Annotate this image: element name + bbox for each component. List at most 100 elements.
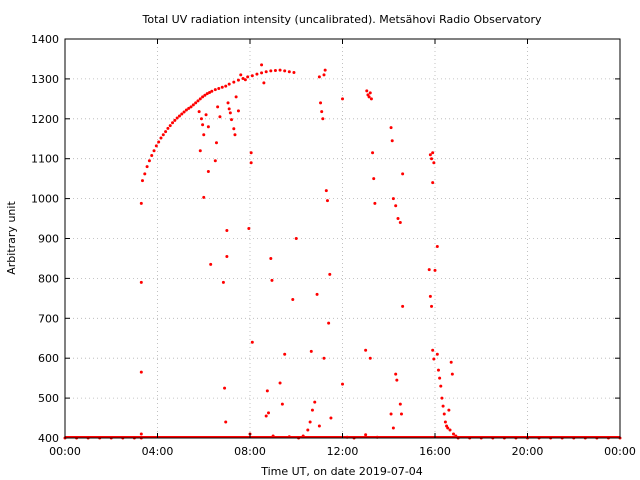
data-point [262, 81, 266, 85]
data-point [428, 294, 432, 298]
data-point [324, 189, 328, 193]
y-tick-label: 1200 [31, 113, 59, 126]
data-point [394, 204, 398, 208]
data-point [223, 386, 227, 390]
data-point [239, 73, 243, 77]
data-point [230, 118, 233, 122]
data-point [218, 115, 222, 119]
data-point [454, 434, 458, 438]
data-point [270, 278, 274, 282]
data-point [224, 420, 228, 424]
data-point [389, 126, 393, 130]
data-point [250, 74, 254, 78]
data-point [436, 368, 440, 372]
data-point [315, 292, 319, 296]
data-point [154, 144, 158, 148]
data-point [255, 72, 259, 76]
data-point [187, 106, 191, 110]
data-point [433, 268, 437, 272]
data-point [161, 133, 165, 137]
data-point [301, 434, 305, 438]
data-point [294, 237, 298, 240]
data-point [329, 416, 333, 420]
y-tick-labels: 400 500 600 700 800 900 1000 1100 1200 1300 1400 [31, 33, 59, 445]
data-point [323, 68, 327, 72]
x-tick-label: 16:00 [419, 445, 451, 458]
data-point [320, 110, 324, 114]
data-point [249, 151, 253, 155]
data-point [401, 172, 405, 176]
data-point [292, 71, 296, 75]
y-tick-label: 1400 [31, 33, 59, 46]
data-point [227, 82, 231, 86]
data-point [152, 149, 156, 153]
data-point [143, 172, 147, 176]
data-point [260, 71, 264, 75]
data-point [232, 127, 236, 131]
data-point [367, 95, 371, 99]
data-point [450, 372, 454, 376]
data-point [322, 73, 326, 77]
data-point [147, 159, 151, 163]
y-tick-label: 800 [38, 272, 59, 285]
y-tick-label: 600 [38, 352, 59, 365]
data-point [150, 154, 154, 158]
data-point [365, 89, 369, 93]
x-tick-labels: 00:00 04:00 08:00 12:00 16:00 20:00 00:00 [49, 445, 636, 458]
data-point [328, 272, 332, 276]
data-point [198, 97, 202, 101]
data-point [390, 139, 394, 143]
data-point [201, 123, 205, 127]
data-point [446, 426, 450, 430]
y-tick-label: 1100 [31, 153, 59, 166]
chart-title: Total UV radiation intensity (uncalibrat… [142, 13, 542, 26]
data-point [234, 95, 238, 99]
data-point [309, 349, 313, 353]
data-point [443, 420, 447, 424]
data-point [372, 177, 376, 181]
data-point [227, 107, 231, 111]
data-point [184, 108, 188, 112]
data-point [442, 412, 446, 416]
data-point [198, 149, 202, 153]
data-point [317, 75, 321, 79]
data-point [243, 78, 247, 82]
data-point [157, 140, 161, 144]
data-point [325, 199, 329, 203]
data-point [205, 92, 209, 96]
data-point [177, 114, 181, 118]
data-point [438, 376, 442, 380]
data-point [291, 298, 295, 302]
data-point [435, 244, 439, 248]
x-tick-label: 20:00 [512, 445, 544, 458]
data-point [189, 105, 193, 109]
axis-ticks [64, 38, 621, 439]
data-point [432, 357, 436, 361]
data-point [432, 161, 436, 165]
data-point [283, 69, 287, 73]
data-point [313, 400, 317, 404]
data-point [431, 348, 435, 352]
data-point [448, 428, 452, 432]
data-point [208, 90, 212, 94]
data-point [431, 151, 435, 155]
data-point [216, 105, 220, 109]
data-point [206, 169, 210, 173]
data-point [139, 432, 143, 436]
data-point [236, 109, 240, 113]
data-point [202, 195, 206, 199]
x-tick-label: 00:00 [49, 445, 81, 458]
data-point [430, 304, 434, 308]
data-point [306, 428, 310, 432]
data-point [435, 352, 439, 356]
y-tick-label: 1000 [31, 193, 59, 206]
data-point [264, 70, 268, 74]
data-point [164, 130, 168, 134]
data-point [236, 78, 240, 82]
data-point [368, 356, 372, 360]
data-point [247, 227, 251, 231]
data-point [213, 88, 217, 92]
data-point [228, 111, 232, 115]
data-point [396, 217, 400, 221]
